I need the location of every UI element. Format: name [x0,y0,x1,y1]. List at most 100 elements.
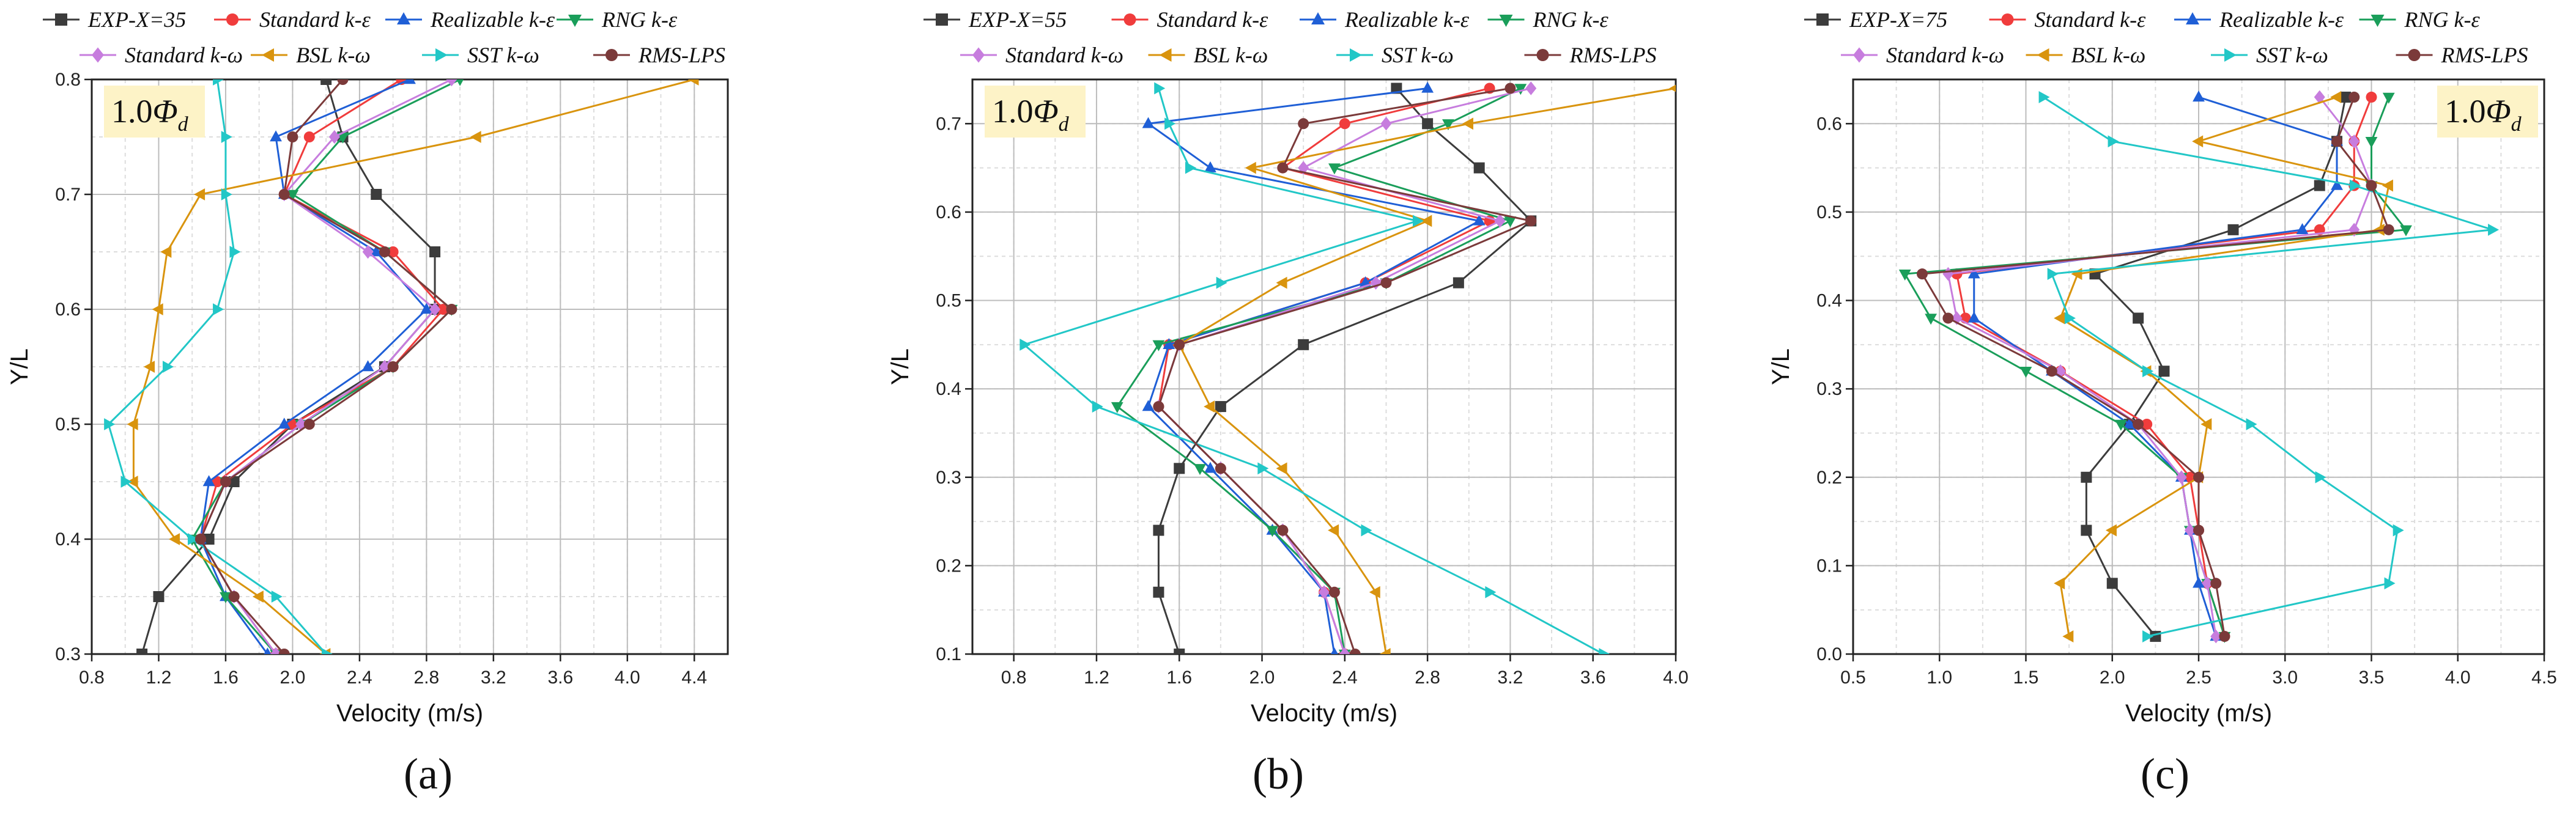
data-point [2330,91,2342,103]
x-tick-label: 1.0 [1926,668,1952,688]
data-point [2064,312,2076,325]
legend-marker [1816,13,1829,26]
data-point [2488,223,2500,236]
data-point [2340,91,2352,103]
data-point [2373,223,2385,236]
data-point [1421,81,1434,93]
legend-marker [435,48,448,62]
data-point [2314,90,2325,105]
legend-label: Standard k-ε [259,7,371,32]
y-axis-label: Y/L [887,348,914,385]
data-point [2315,471,2326,484]
legend-label: SST k-ω [467,43,539,67]
x-tick-label: 0.5 [1840,668,1866,688]
data-point [213,303,224,315]
x-axis-label: Velocity (m/s) [1251,700,1397,727]
data-point [2081,471,2092,483]
data-point [1504,216,1517,228]
data-point [1276,276,1287,289]
y-axis-label: Y/L [6,348,33,385]
legend-label: Standard k-ε [1157,7,1269,32]
data-point [162,361,174,373]
data-point [271,590,283,603]
legend-marker [1499,15,1513,27]
series-line-rng-k- [1116,87,1521,654]
data-point [2365,137,2378,149]
data-point [1380,117,1392,131]
data-point [1328,586,1340,598]
legend-label: Realizable k-ε [1344,7,1470,32]
data-point [1092,400,1103,413]
data-point [194,534,206,545]
data-point [2202,576,2213,590]
legend-marker [262,48,274,62]
data-point [2366,91,2377,103]
data-point [1174,463,1185,474]
data-point [370,245,383,257]
x-tick-label: 1.6 [213,668,239,688]
legend-label: BSL k-ω [296,43,371,67]
data-point [1245,161,1256,174]
data-point [437,304,449,315]
data-point [328,130,340,144]
data-point [2210,629,2222,644]
x-tick-label: 2.4 [1332,668,1358,688]
data-point [1319,585,1330,600]
y-tick-label: 0.3 [1816,379,1842,399]
data-point [321,648,333,654]
annotation-box [104,86,205,138]
data-point [278,418,291,429]
data-point [278,649,290,654]
data-point [2193,524,2204,536]
data-point [2400,225,2412,237]
data-point [2019,367,2032,378]
legend-marker [972,47,985,63]
x-tick-label: 3.6 [547,668,573,688]
data-point [2184,523,2196,537]
plot-frame [971,78,1677,655]
data-point [2106,578,2118,589]
data-point [2158,366,2170,377]
y-tick-label: 0.4 [1816,291,1842,311]
data-point [2200,418,2212,430]
data-point [1453,277,1464,289]
data-point [2331,178,2343,190]
y-tick-label: 0.2 [936,556,961,576]
data-point [1298,118,1309,130]
data-point [2133,312,2144,324]
data-point [2038,91,2050,103]
data-point [371,189,382,200]
data-point [1266,526,1279,537]
y-tick-label: 0.6 [55,300,81,320]
y-tick-label: 0.5 [936,291,961,311]
data-point [404,79,416,84]
x-tick-label: 2.8 [1415,668,1440,688]
data-point [1361,524,1372,537]
y-axis-label: Y/L [1767,348,1794,385]
data-point [446,304,457,315]
series-group [1898,90,2500,644]
data-point [221,188,232,200]
data-point [2123,418,2136,429]
y-tick-label: 0.3 [55,644,81,664]
data-point [2081,524,2092,536]
data-point [303,419,315,430]
data-point [153,591,165,602]
data-point [1525,215,1537,227]
legend-marker [568,15,582,27]
legend-label: RMS-LPS [2441,43,2528,67]
x-tick-label: 4.5 [2531,668,2557,688]
data-point [429,302,441,317]
data-point [1164,117,1176,130]
data-point [1277,162,1289,174]
x-tick-label: 0.8 [1001,668,1027,688]
data-point [1462,117,1473,130]
annotation-box [985,86,1086,138]
data-point [1142,400,1155,411]
x-axis-label: Velocity (m/s) [336,700,483,727]
data-point [470,131,481,143]
data-point [379,246,390,257]
data-point [221,131,232,143]
data-point [1494,214,1506,228]
